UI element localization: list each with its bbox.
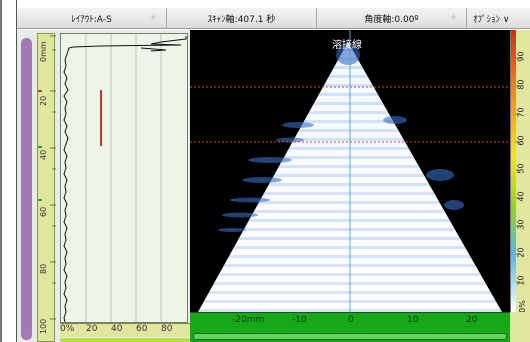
index-axis: -20mm -10 0 10 20 [190, 312, 510, 328]
window-border-inner [16, 0, 17, 342]
color-palette[interactable] [510, 30, 530, 312]
amp-tick-60: 60 [136, 324, 148, 334]
layout-selector[interactable]: ﾚｲｱｳﾄ:A-S ✧ [17, 8, 167, 29]
palette-tick-30: 30 [516, 219, 526, 230]
scan-axis-field[interactable]: ｽｷｬﾝ軸:407.1 秒 [167, 8, 317, 29]
palette-tick-70: 70 [516, 107, 526, 118]
index-tick-neg10: -10 [292, 315, 307, 325]
depth-ticks [38, 35, 56, 320]
scan-axis-label: ｽｷｬﾝ軸:407.1 秒 [207, 15, 276, 25]
index-range-slider[interactable] [193, 333, 507, 340]
layout-label: ﾚｲｱｳﾄ:A-S [71, 15, 112, 25]
amplitude-range-slider[interactable] [60, 338, 190, 342]
index-tick-0: 0 [348, 315, 354, 325]
depth-range-slider[interactable] [21, 38, 32, 340]
palette-tick-10: 10 [516, 275, 526, 286]
palette-gradient [511, 30, 530, 312]
depth-tick-60: 60 [39, 206, 48, 217]
window-border-left [0, 0, 2, 342]
depth-tick-20: 20 [39, 95, 48, 106]
angle-axis-label: 角度軸:0.00º [364, 15, 419, 25]
depth-tick-0: 0mm [39, 41, 48, 62]
options-label: ｵﾌﾟｼｮﾝ ∨ [473, 15, 510, 25]
pin-icon[interactable]: ✧ [150, 13, 157, 22]
sscan-view[interactable]: 溶接線 [190, 30, 510, 342]
palette-tick-0: 0% [517, 300, 527, 313]
angle-axis-field[interactable]: 角度軸:0.00º ✧ [317, 8, 467, 29]
index-tick-10: 10 [407, 315, 419, 325]
palette-footer [510, 312, 530, 342]
depth-tick-100: 100 [39, 318, 48, 334]
view-header: ﾚｲｱｳﾄ:A-S ✧ ｽｷｬﾝ軸:407.1 秒 角度軸:0.00º ✧ ｵﾌ… [17, 8, 530, 29]
depth-tick-80: 80 [39, 263, 48, 274]
options-menu[interactable]: ｵﾌﾟｼｮﾝ ∨ [467, 8, 530, 29]
palette-tick-20: 20 [516, 247, 526, 258]
index-tick-20: 20 [466, 315, 478, 325]
amp-tick-80: 80 [161, 324, 173, 334]
amp-tick-0: 0% [60, 324, 75, 334]
ascan-plot[interactable] [60, 33, 188, 323]
palette-tick-80: 80 [516, 79, 526, 90]
palette-tick-90: 90 [516, 51, 526, 62]
sscan-fan-image [190, 30, 510, 312]
depth-tick-40: 40 [39, 149, 48, 160]
palette-tick-60: 60 [516, 135, 526, 146]
weld-line-label: 溶接線 [332, 40, 362, 51]
amplitude-axis: 0% 20 40 60 80 [60, 323, 190, 337]
palette-scale: 90 80 70 60 50 40 30 20 10 0% [510, 30, 530, 312]
depth-scale: 0mm 20 40 60 80 100 [37, 33, 56, 342]
ascan-waveform [63, 34, 187, 322]
pin-icon[interactable]: ✧ [450, 13, 457, 22]
palette-tick-40: 40 [516, 191, 526, 202]
amp-tick-40: 40 [111, 324, 123, 334]
ascan-panel: 0mm 20 40 60 80 100 [17, 30, 190, 342]
index-tick-neg20: -20mm [232, 315, 265, 325]
amp-tick-20: 20 [86, 324, 98, 334]
palette-tick-50: 50 [516, 163, 526, 174]
